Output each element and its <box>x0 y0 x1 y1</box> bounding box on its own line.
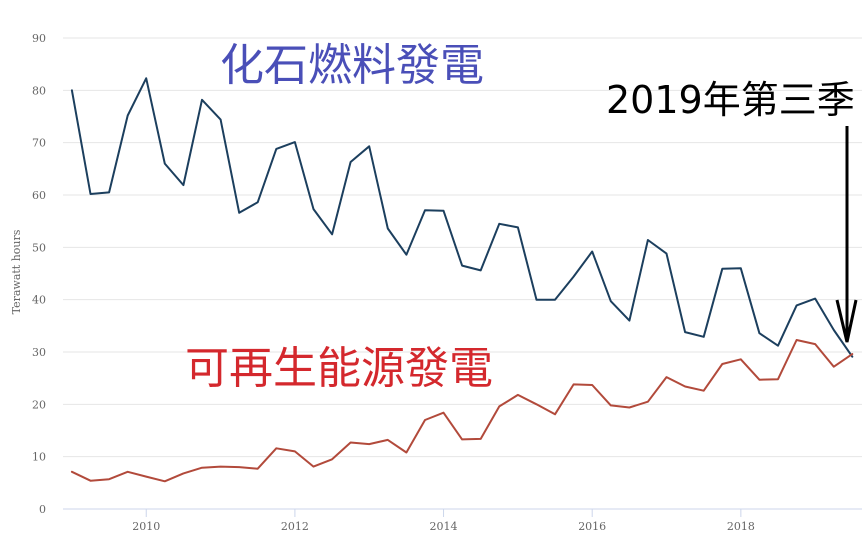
x-tick-label: 2010 <box>132 520 160 533</box>
x-tick-label: 2014 <box>430 520 458 533</box>
y-tick-label: 90 <box>32 32 46 45</box>
y-tick-label: 60 <box>32 189 46 202</box>
series-line-fossil <box>70 77 854 358</box>
grid-lines <box>63 37 862 458</box>
annotation-arrow <box>835 126 858 343</box>
y-tick-label: 10 <box>32 451 46 464</box>
y-tick-label: 80 <box>32 84 46 97</box>
y-axis-label: Terawatt hours <box>10 229 23 314</box>
y-tick-label: 40 <box>32 294 46 307</box>
y-tick-label: 0 <box>39 503 46 516</box>
y-tick-label: 30 <box>32 346 46 359</box>
annotation-renewable-label: 可再生能源發電 <box>185 343 493 394</box>
x-axis-ticks: 2010 2012 2014 2016 2018 <box>132 509 755 533</box>
y-tick-label: 20 <box>32 398 46 411</box>
x-tick-label: 2016 <box>578 520 606 533</box>
x-tick-label: 2012 <box>281 520 309 533</box>
annotation-quarter-label: 2019年第三季 <box>606 78 855 122</box>
series-line-renewable <box>70 339 854 483</box>
series-lines <box>70 77 854 483</box>
y-axis-ticks: 0 10 20 30 40 50 60 70 80 90 <box>32 32 46 516</box>
y-tick-label: 50 <box>32 241 46 254</box>
annotation-arrow-head <box>835 299 858 343</box>
annotation-fossil-label: 化石燃料發電 <box>220 40 484 91</box>
x-tick-label: 2018 <box>727 520 755 533</box>
y-tick-label: 70 <box>32 137 46 150</box>
